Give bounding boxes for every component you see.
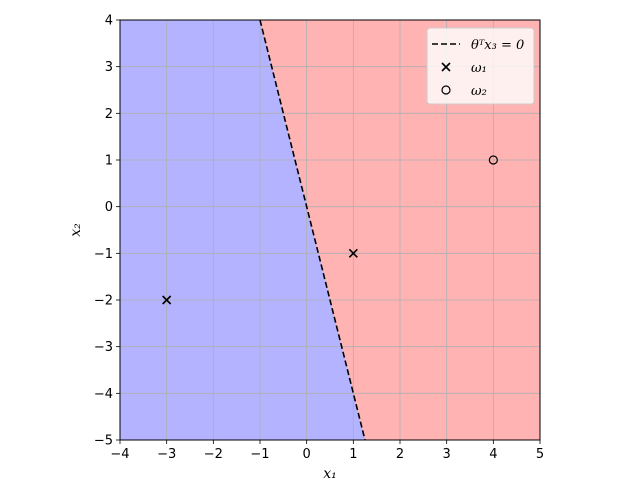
legend-circle-key [441,85,451,95]
x-tick-label: 0 [303,447,311,462]
x-axis: −4 −3 −2 −1 0 1 2 3 4 5 [110,440,544,462]
x-tick-label: −1 [250,447,269,462]
x-tick-label: 4 [489,447,497,462]
y-tick-label: −4 [94,387,113,402]
x-tick-label: 1 [349,447,357,462]
x-marker-stroke [162,295,172,305]
point-omega1 [162,295,172,305]
decision-boundary-layer [259,20,366,440]
legend-label: ω₂ [471,84,487,99]
y-tick-label: 1 [105,154,113,169]
x-tick-label: 3 [443,447,451,462]
y-tick-label: −1 [94,247,113,262]
y-tick-label: 3 [105,60,113,75]
plot-frame [119,19,541,441]
legend-label: ω₁ [471,61,487,76]
y-tick-label: 4 [105,14,113,29]
y-tick-label: −5 [94,434,113,449]
x-tick-label: −4 [110,447,129,462]
y-tick-label: −2 [94,294,113,309]
x-tick-label: −2 [204,447,223,462]
x-tick-label: −3 [157,447,176,462]
x-marker-stroke [441,62,451,72]
legend-x-key [441,62,451,72]
legend: θᵀx₃ = 0 ω₁ ω₂ [426,27,535,105]
legend-label: θᵀx₃ = 0 [471,38,524,53]
point-omega2 [488,155,498,165]
x-tick-label: 2 [396,447,404,462]
legend-box [426,27,535,105]
x-axis-label: x₁ [323,466,337,480]
y-tick-label: 0 [105,200,113,215]
y-axis-label: x₂ [68,223,84,237]
x-marker-stroke [348,248,358,258]
x-tick-label: 5 [536,447,544,462]
decision-boundary-line [259,20,366,440]
y-tick-label: −3 [94,340,113,355]
point-omega1 [348,248,358,258]
data-points [162,155,498,305]
y-axis: −5 −4 −3 −2 −1 0 1 2 3 4 [94,14,120,449]
region-left [120,20,365,440]
y-tick-label: 2 [105,107,113,122]
